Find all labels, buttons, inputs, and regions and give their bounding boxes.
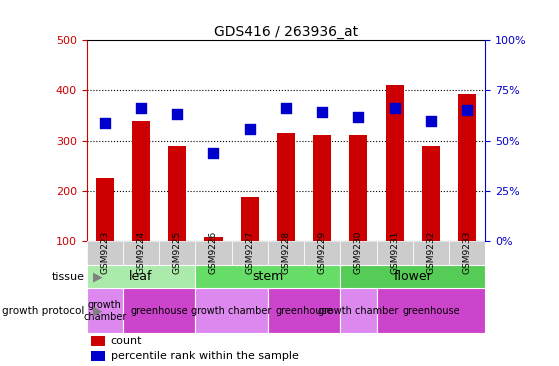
Text: greenhouse: greenhouse (275, 306, 333, 316)
Point (209, 150, 218, 156)
FancyBboxPatch shape (123, 288, 195, 333)
Bar (422, 146, 440, 241)
FancyBboxPatch shape (413, 241, 449, 265)
Bar (313, 135, 331, 241)
Text: growth chamber: growth chamber (318, 306, 399, 316)
Bar (458, 94, 476, 241)
Bar (96, 178, 114, 241)
Text: ▶: ▶ (93, 270, 103, 283)
Text: GSM9225: GSM9225 (173, 231, 182, 274)
FancyBboxPatch shape (268, 288, 340, 333)
FancyBboxPatch shape (195, 288, 268, 333)
Bar (168, 146, 186, 241)
FancyBboxPatch shape (449, 241, 485, 265)
Text: GSM9233: GSM9233 (463, 231, 472, 274)
FancyBboxPatch shape (377, 288, 485, 333)
Point (245, 126, 254, 131)
Text: growth
chamber: growth chamber (83, 300, 126, 322)
Text: stem: stem (252, 270, 283, 283)
Text: GSM9223: GSM9223 (100, 231, 109, 274)
FancyBboxPatch shape (123, 241, 159, 265)
Point (136, 105, 145, 111)
FancyBboxPatch shape (340, 241, 377, 265)
FancyBboxPatch shape (340, 288, 377, 333)
FancyBboxPatch shape (377, 241, 413, 265)
Text: GSM9227: GSM9227 (245, 231, 254, 274)
Bar (386, 85, 404, 241)
Bar (205, 237, 222, 241)
Text: greenhouse: greenhouse (130, 306, 188, 316)
Text: GSM9229: GSM9229 (318, 231, 326, 274)
FancyBboxPatch shape (340, 265, 485, 288)
Text: flower: flower (394, 270, 432, 283)
Point (281, 105, 291, 111)
Bar (349, 135, 367, 241)
FancyBboxPatch shape (159, 241, 195, 265)
Bar (240, 197, 259, 241)
Text: GSM9232: GSM9232 (427, 231, 435, 274)
Bar (91, 351, 105, 361)
Bar (277, 133, 295, 241)
FancyBboxPatch shape (87, 241, 123, 265)
FancyBboxPatch shape (87, 288, 123, 333)
Text: tissue: tissue (52, 272, 85, 281)
Text: GSM9224: GSM9224 (136, 231, 145, 274)
FancyBboxPatch shape (268, 241, 304, 265)
FancyBboxPatch shape (195, 265, 340, 288)
Text: growth chamber: growth chamber (191, 306, 272, 316)
Text: count: count (111, 336, 142, 346)
Title: GDS416 / 263936_at: GDS416 / 263936_at (214, 25, 358, 39)
Text: growth protocol: growth protocol (2, 306, 85, 316)
Bar (91, 336, 105, 346)
Text: leaf: leaf (129, 270, 153, 283)
Bar (132, 120, 150, 241)
FancyBboxPatch shape (195, 241, 231, 265)
Text: ▶: ▶ (93, 305, 103, 317)
Text: GSM9228: GSM9228 (281, 231, 291, 274)
Point (463, 108, 472, 113)
Text: GSM9230: GSM9230 (354, 231, 363, 274)
Point (427, 117, 435, 123)
Text: greenhouse: greenhouse (402, 306, 459, 316)
Text: GSM9231: GSM9231 (390, 231, 399, 274)
Point (318, 109, 326, 115)
Point (390, 105, 399, 111)
Text: percentile rank within the sample: percentile rank within the sample (111, 351, 299, 361)
Point (173, 112, 182, 117)
FancyBboxPatch shape (231, 241, 268, 265)
Text: GSM9226: GSM9226 (209, 231, 218, 274)
FancyBboxPatch shape (87, 265, 195, 288)
Point (100, 120, 109, 126)
FancyBboxPatch shape (304, 241, 340, 265)
Point (354, 113, 363, 119)
